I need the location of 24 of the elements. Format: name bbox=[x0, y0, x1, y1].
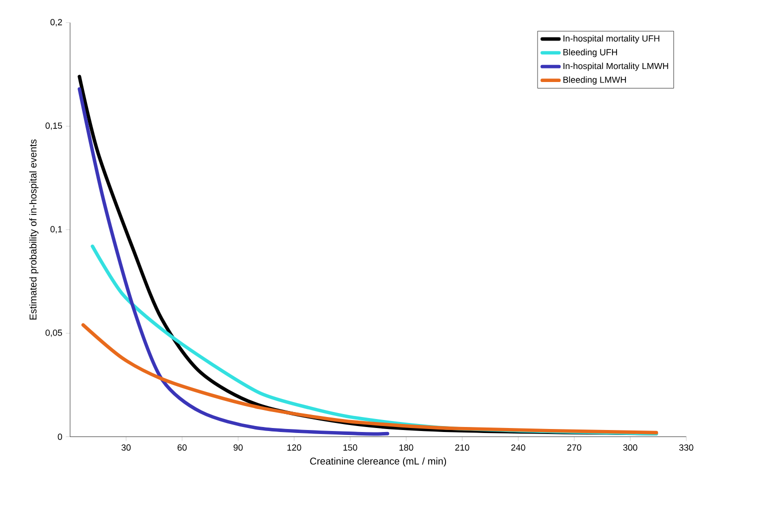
x-tick-label: 270 bbox=[567, 444, 582, 451]
x-tick-label: 60 bbox=[178, 444, 187, 451]
legend-label: Bleeding UFH bbox=[563, 48, 617, 58]
x-tick-label: 150 bbox=[343, 444, 358, 451]
x-tick-label: 30 bbox=[122, 444, 131, 451]
x-tick-label: 300 bbox=[623, 444, 638, 451]
x-tick-label: 120 bbox=[287, 444, 302, 451]
x-tick-label: 240 bbox=[511, 444, 526, 451]
y-tick-label: 0,15 bbox=[46, 122, 62, 130]
x-axis-title: Creatinine clereance (mL / min) bbox=[310, 458, 446, 467]
x-tick-label: 210 bbox=[455, 444, 470, 451]
y-axis-title: Estimated probability of in-hospital events bbox=[29, 140, 38, 320]
y-tick-label: 0,2 bbox=[50, 19, 62, 26]
legend-label: In-hospital mortality UFH bbox=[564, 35, 660, 44]
x-tick-label: 90 bbox=[234, 444, 243, 451]
legend-label: In-hospital Mortality LMWH bbox=[564, 62, 668, 71]
y-tick-label: 0,1 bbox=[50, 226, 62, 234]
legend-label: Bleeding LMWH bbox=[563, 76, 626, 85]
line-series bbox=[81, 323, 658, 434]
x-tick-label: 180 bbox=[399, 444, 414, 451]
line-series bbox=[78, 87, 390, 436]
y-tick-label: 0,05 bbox=[46, 330, 62, 337]
y-tick-label: 0 bbox=[58, 434, 62, 440]
x-tick-label: 330 bbox=[679, 444, 694, 451]
